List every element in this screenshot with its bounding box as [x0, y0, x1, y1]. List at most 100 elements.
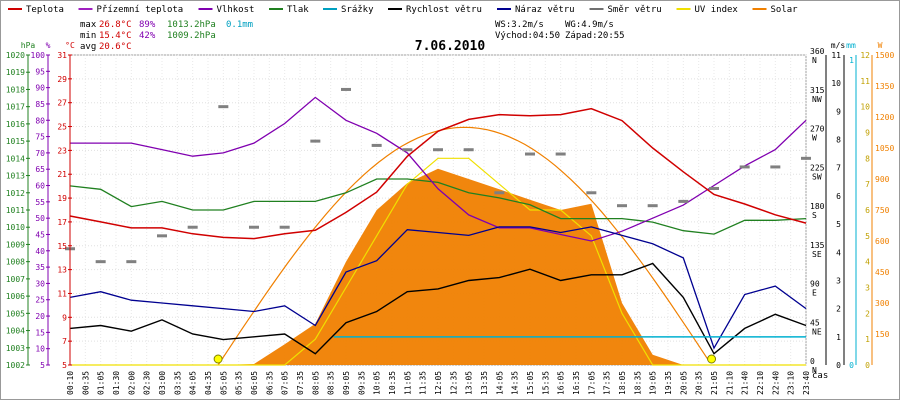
x-tick-label-19: 09:35	[357, 371, 366, 395]
wind-dir-mark-17	[586, 191, 597, 195]
x-tick-label-2: 01:05	[97, 371, 106, 395]
stat-min-pres: 1009.2hPa	[167, 31, 216, 41]
x-tick-label-21: 10:35	[388, 371, 397, 395]
info-ws: WS:3.2m/s	[495, 20, 544, 30]
pressure-tick-label-1: 1003	[6, 344, 25, 353]
wind-dir-mark-9	[341, 87, 351, 91]
stat-min-label: min	[80, 31, 96, 41]
pressure-tick-label-3: 1005	[6, 309, 25, 318]
pressure-tick-label-5: 1007	[6, 275, 25, 284]
wind-dir-tick-deg-4: 180	[810, 202, 825, 211]
pressure-tick-label-14: 1016	[6, 120, 25, 129]
pressure-axis-unit: hPa	[21, 41, 36, 50]
x-tick-label-22: 11:05	[403, 371, 412, 395]
x-tick-label-13: 06:35	[265, 371, 274, 395]
x-tick-label-30: 15:05	[526, 371, 535, 395]
temperature-tick-label-0: 5	[62, 361, 67, 370]
rain-axis-unit: mm	[846, 41, 856, 50]
humidity-tick-label-10: 55	[35, 198, 45, 207]
rain-tick-label-1: 1	[849, 56, 854, 65]
temperature-tick-label-1: 7	[62, 337, 67, 346]
stat-max-hum: 89%	[139, 20, 156, 30]
humidity-tick-label-7: 40	[35, 247, 45, 256]
stat-avg-temp: 20.6°C	[99, 42, 132, 52]
x-tick-label-39: 19:35	[664, 371, 673, 395]
x-tick-label-8: 04:05	[189, 371, 198, 395]
wind-dir-mark-3	[157, 234, 167, 238]
sunset-marker	[707, 354, 717, 364]
wind-dir-mark-23	[770, 165, 781, 169]
wind-dir-tick-label-1: NE	[812, 327, 822, 336]
solar-tick-label-3: 450	[875, 268, 890, 277]
solar-tick-label-5: 750	[875, 206, 890, 215]
legend-label-6: Náraz větru	[515, 5, 575, 15]
wind-dir-mark-24	[801, 156, 811, 160]
temperature-tick-label-2: 9	[62, 313, 67, 322]
humidity-line	[70, 96, 807, 242]
x-tick-label-43: 21:10	[725, 371, 734, 395]
uv-tick-label-4: 4	[865, 258, 870, 267]
x-tick-label-41: 20:35	[695, 371, 704, 395]
humidity-axis-unit: %	[46, 41, 51, 50]
humidity-tick-label-3: 20	[35, 312, 45, 321]
solar-tick-label-9: 1350	[875, 82, 894, 91]
wind-dir-tick-label-7: NW	[812, 95, 822, 104]
info-block: WS:3.2m/s WG:4.9m/s Východ:04:50 Západ:2…	[495, 20, 625, 41]
x-tick-label-16: 08:05	[311, 371, 320, 395]
wind-dir-tick-label-2: E	[812, 289, 817, 298]
legend-label-7: Směr větru	[608, 5, 662, 15]
x-tick-label-36: 18:05	[618, 371, 627, 395]
x-tick-label-44: 21:40	[741, 371, 750, 395]
humidity-tick-label-18: 95	[35, 67, 45, 76]
x-tick-label-4: 02:00	[127, 371, 136, 395]
wind-gust-line	[69, 226, 807, 350]
wind-dir-tick-deg-3: 135	[810, 241, 825, 250]
wind-dir-mark-12	[433, 148, 443, 152]
humidity-tick-label-8: 45	[35, 230, 45, 239]
wind-dir-mark-2	[126, 260, 137, 264]
x-tick-label-47: 23:10	[787, 371, 796, 395]
stat-max-rain: 0.1mm	[226, 20, 253, 30]
wind-dir-tick-label-6: W	[812, 134, 817, 143]
uv-tick-label-0: 0	[865, 361, 870, 370]
wind-tick-label-5: 5	[836, 220, 841, 229]
wind-tick-label-0: 0	[836, 361, 841, 370]
solar-area	[70, 168, 806, 365]
solar-theoretical-line	[217, 126, 710, 366]
x-tick-label-45: 22:10	[756, 371, 765, 395]
wind-dir-mark-18	[617, 204, 627, 208]
legend-label-1: Přízemní teplota	[97, 5, 184, 15]
temperature-tick-label-8: 21	[57, 170, 67, 179]
x-tick-label-14: 07:05	[281, 371, 290, 395]
humidity-tick-label-13: 70	[35, 149, 45, 158]
temperature-tick-label-3: 11	[57, 289, 67, 298]
humidity-tick-label-15: 80	[35, 116, 45, 125]
wind-dir-mark-22	[739, 165, 750, 169]
uv-tick-label-8: 8	[865, 154, 870, 163]
uv-tick-label-11: 11	[860, 77, 870, 86]
x-tick-label-48: 23:40	[802, 371, 811, 395]
wind-dir-mark-13	[463, 148, 474, 152]
wind-tick-label-10: 10	[831, 79, 841, 88]
temperature-tick-label-6: 17	[57, 218, 67, 227]
temperature-line	[69, 107, 807, 240]
wind-tick-label-7: 7	[836, 164, 841, 173]
x-tick-label-0: 00:10	[66, 371, 75, 395]
info-sunrise: Východ:04:50	[495, 31, 560, 41]
wind-tick-label-3: 3	[836, 276, 841, 285]
legend-label-9: Solar	[771, 5, 799, 15]
temperature-tick-label-12: 29	[57, 75, 67, 84]
humidity-tick-label-17: 90	[35, 84, 45, 93]
x-tick-label-17: 08:35	[327, 371, 336, 395]
x-tick-label-35: 17:35	[603, 371, 612, 395]
x-tick-label-3: 01:30	[112, 371, 121, 395]
legend-label-8: UV index	[695, 5, 739, 15]
x-tick-label-29: 14:35	[511, 371, 520, 395]
humidity-tick-label-1: 10	[35, 345, 45, 354]
uv-tick-label-3: 3	[865, 284, 870, 293]
uv-tick-label-2: 2	[865, 309, 870, 318]
pressure-tick-label-9: 1011	[6, 206, 25, 215]
wind-dir-mark-6	[249, 225, 259, 229]
wind-dir-mark-8	[310, 139, 321, 143]
wind-dir-mark-10	[371, 143, 382, 147]
